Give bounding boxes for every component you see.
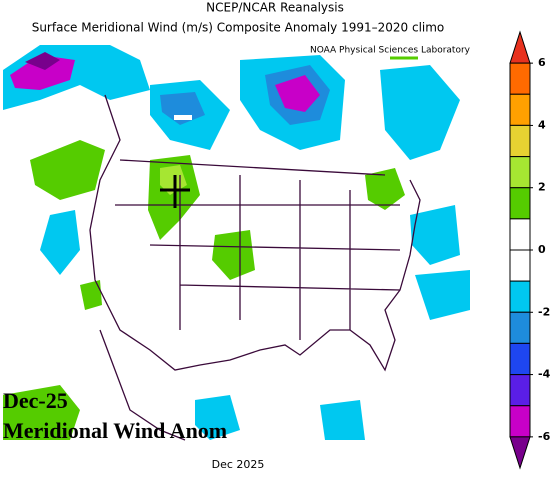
footer-date: Dec 2025 — [212, 458, 265, 471]
colorbar-tick-label: 6 — [538, 56, 546, 69]
colorbar-band — [509, 311, 531, 344]
colorbar-band — [509, 124, 531, 158]
colorbar-band — [509, 249, 531, 282]
colorbar-band — [509, 280, 531, 313]
colorbar-band — [509, 436, 531, 470]
colorbar-band — [509, 405, 531, 438]
colorbar-band — [509, 62, 531, 95]
colorbar-band — [509, 187, 531, 220]
colorbar-band — [509, 156, 531, 189]
map — [3, 45, 473, 441]
colorbar-tick-label: -6 — [538, 430, 550, 443]
subtitle: Surface Meridional Wind (m/s) Composite … — [32, 21, 445, 35]
colorbar: 6 4 2 0 -2 -4 -6 — [509, 30, 550, 470]
colorbar-tick-label: 4 — [538, 118, 546, 131]
overlay-date: Dec-25 — [3, 388, 68, 413]
colorbar-band — [509, 93, 531, 126]
colorbar-tick-label: -4 — [538, 368, 550, 381]
colorbar-tick-label: 0 — [538, 243, 546, 256]
colorbar-band — [509, 374, 531, 407]
colorbar-tick-label: 2 — [538, 181, 546, 194]
colorbar-band — [509, 30, 531, 64]
overlay-label: Meridional Wind Anom — [3, 418, 227, 443]
credit: NOAA Physical Sciences Laboratory — [310, 46, 471, 56]
colorbar-tick-label: -2 — [538, 305, 550, 318]
colorbar-band — [509, 218, 531, 251]
colorbar-band — [509, 342, 531, 376]
title: NCEP/NCAR Reanalysis — [206, 1, 344, 15]
